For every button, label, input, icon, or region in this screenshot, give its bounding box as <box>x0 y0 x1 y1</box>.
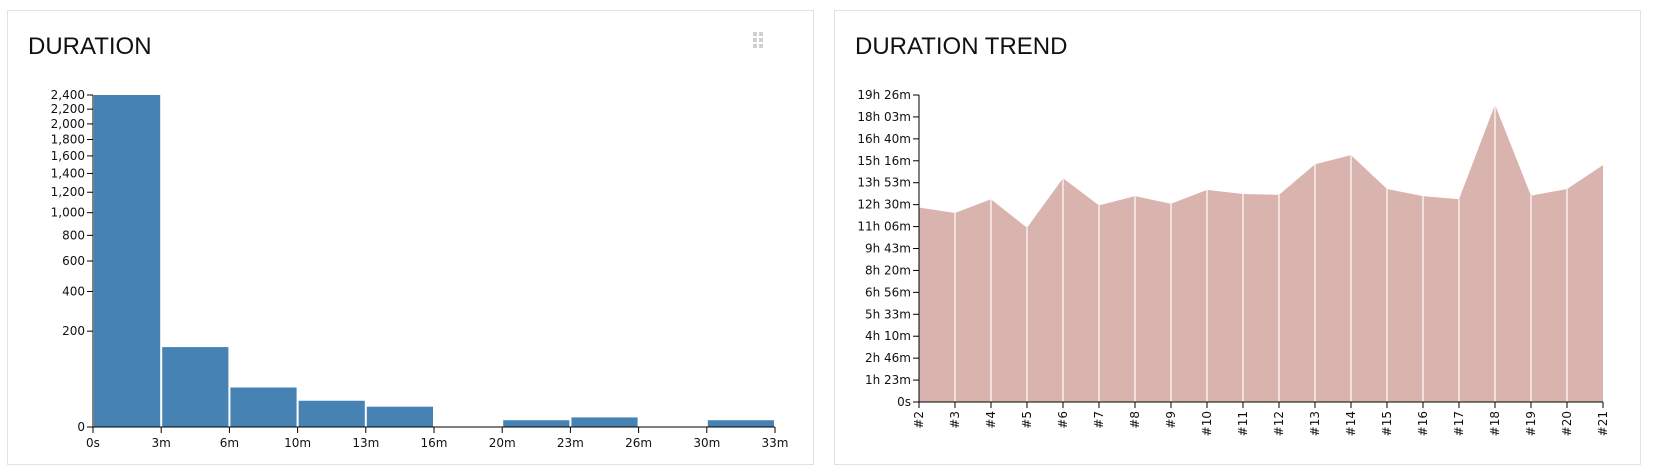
y-tick-label: 9h 43m <box>865 242 911 256</box>
x-tick-label: 16m <box>421 436 448 450</box>
y-tick-label: 2,200 <box>51 102 85 116</box>
y-tick-label: 400 <box>62 284 85 298</box>
y-tick-label: 800 <box>62 228 85 242</box>
histogram-bar <box>503 420 570 427</box>
y-tick-label: 5h 33m <box>865 307 911 321</box>
duration-trend-chart: 0s 1h 23m 2h 46m 4h 10m 5h 33m 6h 56m 8h 20m 9h… <box>857 88 1610 436</box>
x-tick-label: #16 <box>1416 411 1430 436</box>
histogram-bar <box>94 95 161 427</box>
x-tick-label: #15 <box>1380 411 1394 436</box>
y-tick-label: 13h 53m <box>857 176 911 190</box>
histogram-bar <box>298 400 365 427</box>
duration-trend-title: DURATION TREND <box>855 33 1068 60</box>
y-tick-label: 1,600 <box>51 149 85 163</box>
x-tick-label: #14 <box>1344 411 1358 436</box>
x-tick-label: 20m <box>489 436 516 450</box>
y-tick-label: 16h 40m <box>857 132 911 146</box>
y-tick-label: 0 <box>77 420 85 434</box>
y-tick-label: 1,400 <box>51 166 85 180</box>
x-tick-label: #2 <box>912 411 926 429</box>
y-tick-label: 2,400 <box>51 88 85 102</box>
x-tick-label: #13 <box>1308 411 1322 436</box>
drag-handle-icon[interactable] <box>753 32 763 48</box>
y-tick-label: 2,000 <box>51 117 85 131</box>
x-tick-label: #7 <box>1092 411 1106 429</box>
x-tick-label: #17 <box>1452 411 1466 436</box>
y-tick-label: 19h 26m <box>857 88 911 102</box>
x-tick-label: #20 <box>1560 411 1574 436</box>
duration-panel: DURATION 0 200 400 600 800 1,000 1,200 1,400 1,6… <box>7 10 814 465</box>
y-tick-label: 1,000 <box>51 206 85 220</box>
y-tick-label: 1h 23m <box>865 373 911 387</box>
histogram-bar <box>707 420 774 427</box>
y-tick-label: 6h 56m <box>865 285 911 299</box>
x-tick-label: 30m <box>693 436 720 450</box>
y-tick-label: 1,800 <box>51 132 85 146</box>
x-tick-label: #9 <box>1164 411 1178 429</box>
y-tick-label: 12h 30m <box>857 198 911 212</box>
histogram-bar <box>571 417 638 427</box>
x-tick-label: #4 <box>984 411 998 429</box>
y-tick-label: 4h 10m <box>865 329 911 343</box>
y-tick-label: 11h 06m <box>857 220 911 234</box>
duration-histogram: 02004006008001,0001,2001,4001,6001,8002,… <box>51 88 789 450</box>
x-tick-label: #8 <box>1128 411 1142 429</box>
x-tick-label: 6m <box>220 436 239 450</box>
x-tick-label: #18 <box>1488 411 1502 436</box>
x-tick-label: #19 <box>1524 411 1538 436</box>
x-tick-label: 26m <box>625 436 652 450</box>
duration-title: DURATION <box>28 33 152 60</box>
x-tick-label: #11 <box>1236 411 1250 436</box>
y-tick-label: 1,200 <box>51 185 85 199</box>
duration-trend-panel: DURATION TREND 0s 1h 23m 2h 46m 4h 10m 5h 33… <box>834 10 1641 465</box>
y-tick-label: 600 <box>62 254 85 268</box>
duration-area <box>919 104 1603 402</box>
y-tick-label: 18h 03m <box>857 110 911 124</box>
x-tick-label: #21 <box>1596 411 1610 436</box>
x-tick-label: 23m <box>557 436 584 450</box>
x-tick-label: 3m <box>152 436 171 450</box>
y-tick-label: 200 <box>62 324 85 338</box>
y-tick-label: 0s <box>897 395 911 409</box>
x-tick-label: #12 <box>1272 411 1286 436</box>
x-tick-label: 0s <box>86 436 100 450</box>
y-tick-label: 2h 46m <box>865 351 911 365</box>
x-tick-label: 13m <box>352 436 379 450</box>
y-tick-label: 8h 20m <box>865 263 911 277</box>
histogram-bar <box>230 387 297 427</box>
x-tick-label: 10m <box>284 436 311 450</box>
histogram-bar <box>162 347 229 427</box>
x-tick-label: 33m <box>762 436 789 450</box>
y-tick-label: 15h 16m <box>857 154 911 168</box>
x-tick-label: #6 <box>1056 411 1070 429</box>
x-tick-label: #3 <box>948 411 962 429</box>
x-tick-label: #10 <box>1200 411 1214 436</box>
x-tick-label: #5 <box>1020 411 1034 429</box>
histogram-bar <box>366 406 433 427</box>
